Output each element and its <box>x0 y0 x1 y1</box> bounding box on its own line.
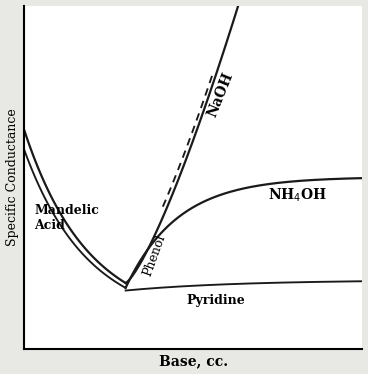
Text: Mandelic
Acid: Mandelic Acid <box>34 203 99 232</box>
Text: Pyridine: Pyridine <box>187 294 245 307</box>
Text: NH$_4$OH: NH$_4$OH <box>268 187 327 205</box>
Y-axis label: Specific Conductance: Specific Conductance <box>6 108 18 246</box>
Text: Phenol: Phenol <box>141 232 168 278</box>
X-axis label: Base, cc.: Base, cc. <box>159 355 228 368</box>
Text: NaOH: NaOH <box>205 70 236 119</box>
